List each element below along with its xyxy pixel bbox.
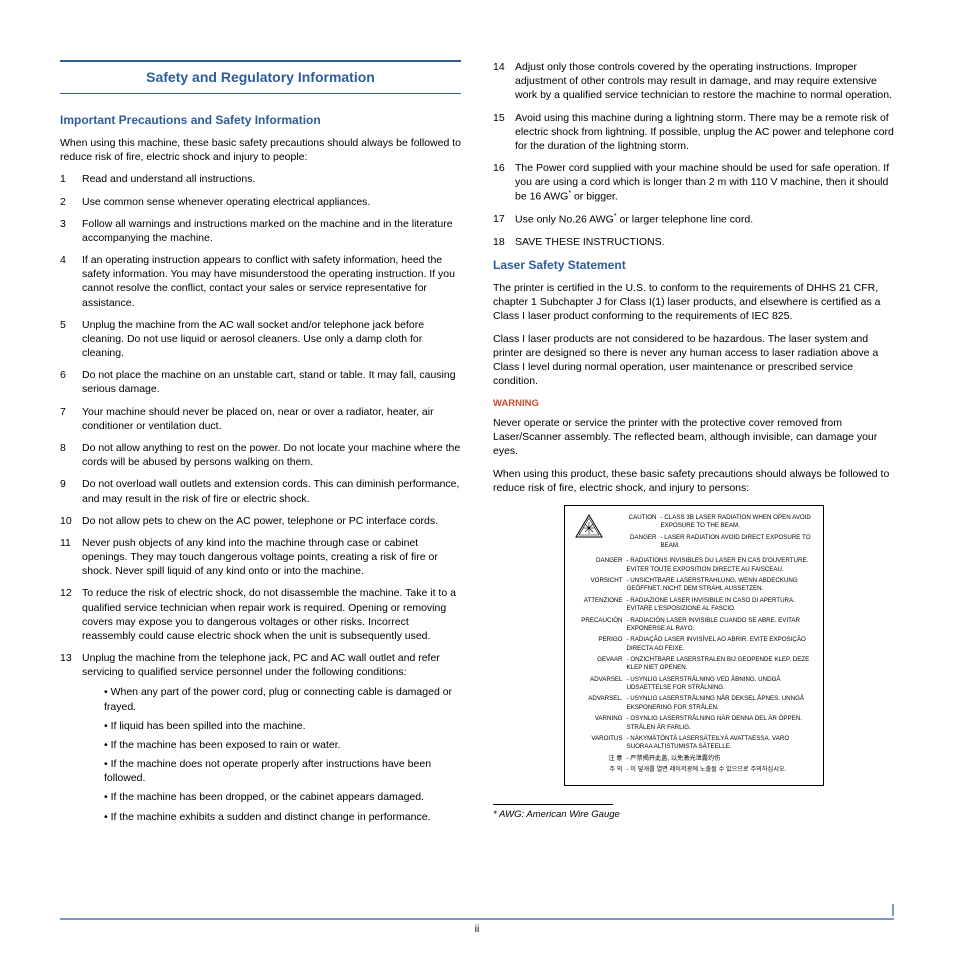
list-number: 18	[493, 235, 515, 249]
laser-warning-box: CAUTION- CLASS 3B LASER RADIATION WHEN O…	[564, 505, 824, 786]
list-number: 8	[60, 441, 82, 469]
warn-row: DANGER- RADIATIONS INVISIBLES DU LASER E…	[575, 557, 813, 574]
footnote: * AWG: American Wire Gauge	[493, 809, 894, 822]
laser-hazard-icon	[575, 514, 603, 538]
list-number: 13	[60, 651, 82, 829]
list-text: Use common sense whenever operating elec…	[82, 195, 461, 209]
warn-row: PRECAUCIÓN- RADIACIÓN LASER INVISIBLE CU…	[575, 617, 813, 634]
list-number: 9	[60, 477, 82, 505]
warn-row: GEVAAR- ONZICHTBARE LASERSTRALEN BIJ GEO…	[575, 656, 813, 673]
list-number: 6	[60, 368, 82, 396]
warning-heading: WARNING	[493, 398, 894, 411]
list-text: Use only No.26 AWG* or larger telephone …	[515, 212, 894, 227]
safety-item-13: 13 Unplug the machine from the telephone…	[60, 651, 461, 829]
list-text: Never push objects of any kind into the …	[82, 536, 461, 579]
list-number: 16	[493, 161, 515, 204]
page-number: ii	[0, 923, 954, 937]
laser-p1: The printer is certified in the U.S. to …	[493, 281, 894, 324]
list-number: 12	[60, 586, 82, 643]
intro-text: When using this machine, these basic saf…	[60, 136, 461, 164]
safety-list-right: 14Adjust only those controls covered by …	[493, 60, 894, 249]
warn-row: ATTENZIONE- RADIAZIONE LASER INVISIBILE …	[575, 597, 813, 614]
warn-row: VAROITUS- NÄKYMÄTÖNTÄ LASERSÄTEILYÄ AVAT…	[575, 735, 813, 752]
list-text: To reduce the risk of electric shock, do…	[82, 586, 461, 643]
warn-row: PERIGO- RADIAÇÃO LASER INVISÍVEL AO ABRI…	[575, 636, 813, 653]
safety-list-left: 1Read and understand all instructions.2U…	[60, 172, 461, 643]
sub-bullet: If the machine has been dropped, or the …	[104, 790, 461, 804]
list-text: The Power cord supplied with your machin…	[515, 161, 894, 204]
list-text: Follow all warnings and instructions mar…	[82, 217, 461, 245]
sub-bullet: If the machine has been exposed to rain …	[104, 738, 461, 752]
subtitle-precautions: Important Precautions and Safety Informa…	[60, 112, 461, 128]
list-text: Do not place the machine on an unstable …	[82, 368, 461, 396]
footer-edge	[892, 904, 894, 916]
main-title: Safety and Regulatory Information	[60, 60, 461, 94]
sub-bullet: When any part of the power cord, plug or…	[104, 685, 461, 713]
list-number: 17	[493, 212, 515, 227]
list-text: Unplug the machine from the AC wall sock…	[82, 318, 461, 361]
item13-lead: Unplug the machine from the telephone ja…	[82, 652, 440, 678]
list-number: 3	[60, 217, 82, 245]
warn-row: ADVARSEL- USYNLIG LASERSTRÅLNING VED ÅBN…	[575, 676, 813, 693]
warn-row: CAUTION- CLASS 3B LASER RADIATION WHEN O…	[609, 514, 813, 531]
warning-p2: When using this product, these basic saf…	[493, 467, 894, 495]
list-text: Avoid using this machine during a lightn…	[515, 111, 894, 154]
warn-row: ADVARSEL.- USYNLIG LASERSTRÅLNING NÅR DE…	[575, 695, 813, 712]
list-number: 14	[493, 60, 515, 103]
list-text: If an operating instruction appears to c…	[82, 253, 461, 310]
warn-row: DANGER- LASER RADIATION AVOID DIRECT EXP…	[609, 534, 813, 551]
item13-bullets: When any part of the power cord, plug or…	[82, 685, 461, 823]
list-number: 15	[493, 111, 515, 154]
sub-bullet: If the machine exhibits a sudden and dis…	[104, 810, 461, 824]
footer-rule	[60, 918, 894, 920]
list-number: 7	[60, 405, 82, 433]
list-number: 4	[60, 253, 82, 310]
subtitle-laser: Laser Safety Statement	[493, 257, 894, 273]
list-number: 10	[60, 514, 82, 528]
list-text: Read and understand all instructions.	[82, 172, 461, 186]
sub-bullet: If liquid has been spilled into the mach…	[104, 719, 461, 733]
footnote-rule	[493, 804, 613, 805]
list-number: 11	[60, 536, 82, 579]
warn-row: VORSICHT- UNSICHTBARE LASERSTRAHLUNG, WE…	[575, 577, 813, 594]
list-text: Your machine should never be placed on, …	[82, 405, 461, 433]
list-number: 1	[60, 172, 82, 186]
sub-bullet: If the machine does not operate properly…	[104, 757, 461, 785]
warn-row: 注 意- 严禁揭开此盖, 以免激光泄露灼伤	[575, 755, 813, 763]
warning-p1: Never operate or service the printer wit…	[493, 416, 894, 459]
list-text: Do not allow anything to rest on the pow…	[82, 441, 461, 469]
laser-p2: Class I laser products are not considere…	[493, 332, 894, 389]
list-text: Adjust only those controls covered by th…	[515, 60, 894, 103]
list-number: 5	[60, 318, 82, 361]
list-text: Do not allow pets to chew on the AC powe…	[82, 514, 461, 528]
warn-row: 주 의- 이 덮개를 열면 레이저광에 노출될 수 있으므로 주의하십시오.	[575, 766, 813, 774]
list-text: Do not overload wall outlets and extensi…	[82, 477, 461, 505]
list-text: SAVE THESE INSTRUCTIONS.	[515, 235, 894, 249]
list-number: 2	[60, 195, 82, 209]
warn-row: VARNING- OSYNLIG LASERSTRÅLNING NÄR DENN…	[575, 715, 813, 732]
